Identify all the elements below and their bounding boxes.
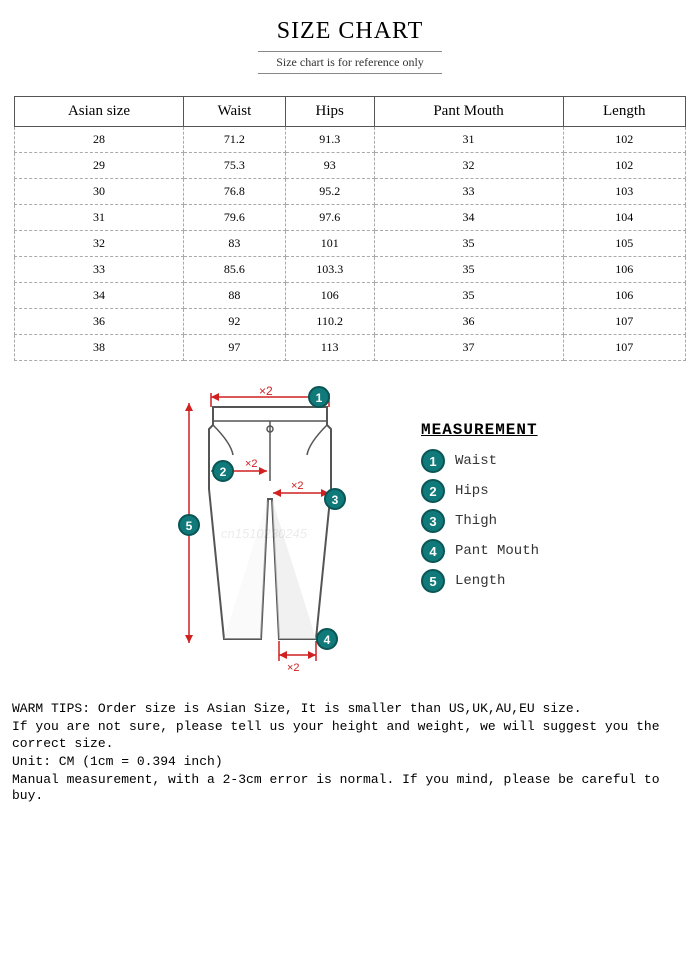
tips-line4: Manual measurement, with a 2-3cm error i…	[12, 772, 688, 806]
tips-line2: If you are not sure, please tell us your…	[12, 719, 688, 753]
x2-label: ×2	[259, 384, 273, 398]
badge-icon: 1	[421, 449, 445, 473]
table-body: 2871.291.331102 2975.39332102 3076.895.2…	[15, 127, 686, 361]
legend-title: MEASUREMENT	[421, 421, 539, 439]
table-row: 2871.291.331102	[15, 127, 686, 153]
subtitle-wrap: Size chart is for reference only	[0, 51, 700, 74]
legend-item: 5 Length	[421, 569, 539, 593]
size-table: Asian size Waist Hips Pant Mouth Length …	[14, 96, 686, 361]
svg-text:4: 4	[324, 633, 331, 647]
legend-label: Length	[455, 573, 505, 589]
tips-line3: Unit: CM (1cm = 0.394 inch)	[12, 754, 688, 771]
table-row: 3179.697.634104	[15, 205, 686, 231]
badge-icon: 3	[421, 509, 445, 533]
legend-label: Waist	[455, 453, 497, 469]
legend-item: 4 Pant Mouth	[421, 539, 539, 563]
legend-item: 3 Thigh	[421, 509, 539, 533]
table-row: 389711337107	[15, 335, 686, 361]
table-row: 348810635106	[15, 283, 686, 309]
svg-text:1: 1	[316, 391, 323, 405]
tips-label: WARM TIPS:	[12, 701, 98, 716]
svg-text:×2: ×2	[245, 458, 258, 470]
table-row: 3692110.236107	[15, 309, 686, 335]
pants-diagram: ×2 ×2	[161, 381, 381, 681]
legend-item: 1 Waist	[421, 449, 539, 473]
legend-label: Pant Mouth	[455, 543, 539, 559]
table-row: 3385.6103.335106	[15, 257, 686, 283]
legend-item: 2 Hips	[421, 479, 539, 503]
col-asian-size: Asian size	[15, 97, 184, 127]
col-hips: Hips	[285, 97, 374, 127]
col-length: Length	[563, 97, 686, 127]
warm-tips: WARM TIPS: Order size is Asian Size, It …	[12, 701, 688, 805]
svg-text:×2: ×2	[287, 662, 300, 674]
table-row: 2975.39332102	[15, 153, 686, 179]
badge-icon: 5	[421, 569, 445, 593]
pants-svg: ×2 ×2	[161, 381, 381, 681]
badge-icon: 4	[421, 539, 445, 563]
svg-text:2: 2	[220, 465, 227, 479]
svg-text:×2: ×2	[291, 480, 304, 492]
page-title: SIZE CHART	[0, 18, 700, 45]
measurement-section: ×2 ×2	[0, 381, 700, 681]
legend-label: Thigh	[455, 513, 497, 529]
svg-text:3: 3	[332, 493, 339, 507]
badge-icon: 2	[421, 479, 445, 503]
col-pant-mouth: Pant Mouth	[374, 97, 563, 127]
tips-line1: Order size is Asian Size, It is smaller …	[98, 701, 582, 716]
svg-text:5: 5	[186, 519, 193, 533]
subtitle: Size chart is for reference only	[258, 51, 442, 74]
table-header-row: Asian size Waist Hips Pant Mouth Length	[15, 97, 686, 127]
legend: MEASUREMENT 1 Waist 2 Hips 3 Thigh 4 Pan…	[421, 381, 539, 599]
table-row: 328310135105	[15, 231, 686, 257]
table-row: 3076.895.233103	[15, 179, 686, 205]
col-waist: Waist	[184, 97, 286, 127]
legend-label: Hips	[455, 483, 489, 499]
